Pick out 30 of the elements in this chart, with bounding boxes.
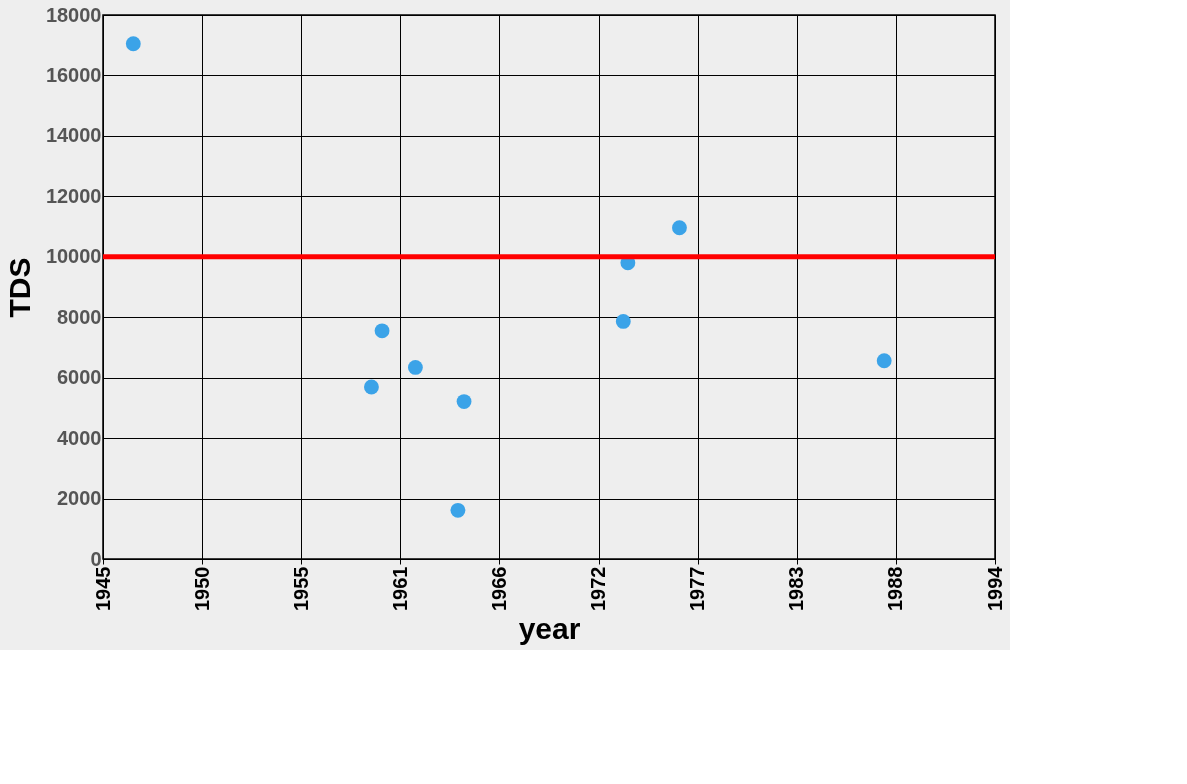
point xyxy=(407,359,423,375)
x-tick-label: 1988 xyxy=(884,566,907,611)
y-tick-label: 16000 xyxy=(45,63,102,86)
x-tick-label: 1966 xyxy=(487,566,510,611)
y-tick-label: 12000 xyxy=(45,184,102,207)
point xyxy=(615,314,631,329)
x-tick-label: 1972 xyxy=(587,566,610,611)
x-tick-label: 1994 xyxy=(983,565,1006,611)
point xyxy=(364,379,379,395)
point xyxy=(456,394,472,409)
x-tick-label: 1961 xyxy=(388,566,411,611)
x-tick-label: 1950 xyxy=(190,566,213,611)
point xyxy=(450,502,466,518)
y-tick-label: 2000 xyxy=(57,487,102,510)
x-tick-label: 1945 xyxy=(91,566,114,611)
y-tick-label: 4000 xyxy=(57,426,102,449)
y-tick-label: 6000 xyxy=(57,366,102,389)
point xyxy=(374,323,390,339)
point xyxy=(125,36,141,52)
y-axis-title: TDS xyxy=(2,257,36,318)
y-tick-label: 10000 xyxy=(45,245,102,268)
y-tick-label: 14000 xyxy=(45,124,102,147)
point xyxy=(876,353,892,369)
x-tick-label: 1955 xyxy=(289,566,312,611)
y-tick-label: 18000 xyxy=(45,3,102,26)
x-tick-label: 1977 xyxy=(686,566,709,611)
point xyxy=(672,220,687,236)
x-axis-title: year xyxy=(518,611,581,645)
x-tick-label: 1983 xyxy=(785,566,808,611)
y-tick-label: 8000 xyxy=(57,305,102,328)
